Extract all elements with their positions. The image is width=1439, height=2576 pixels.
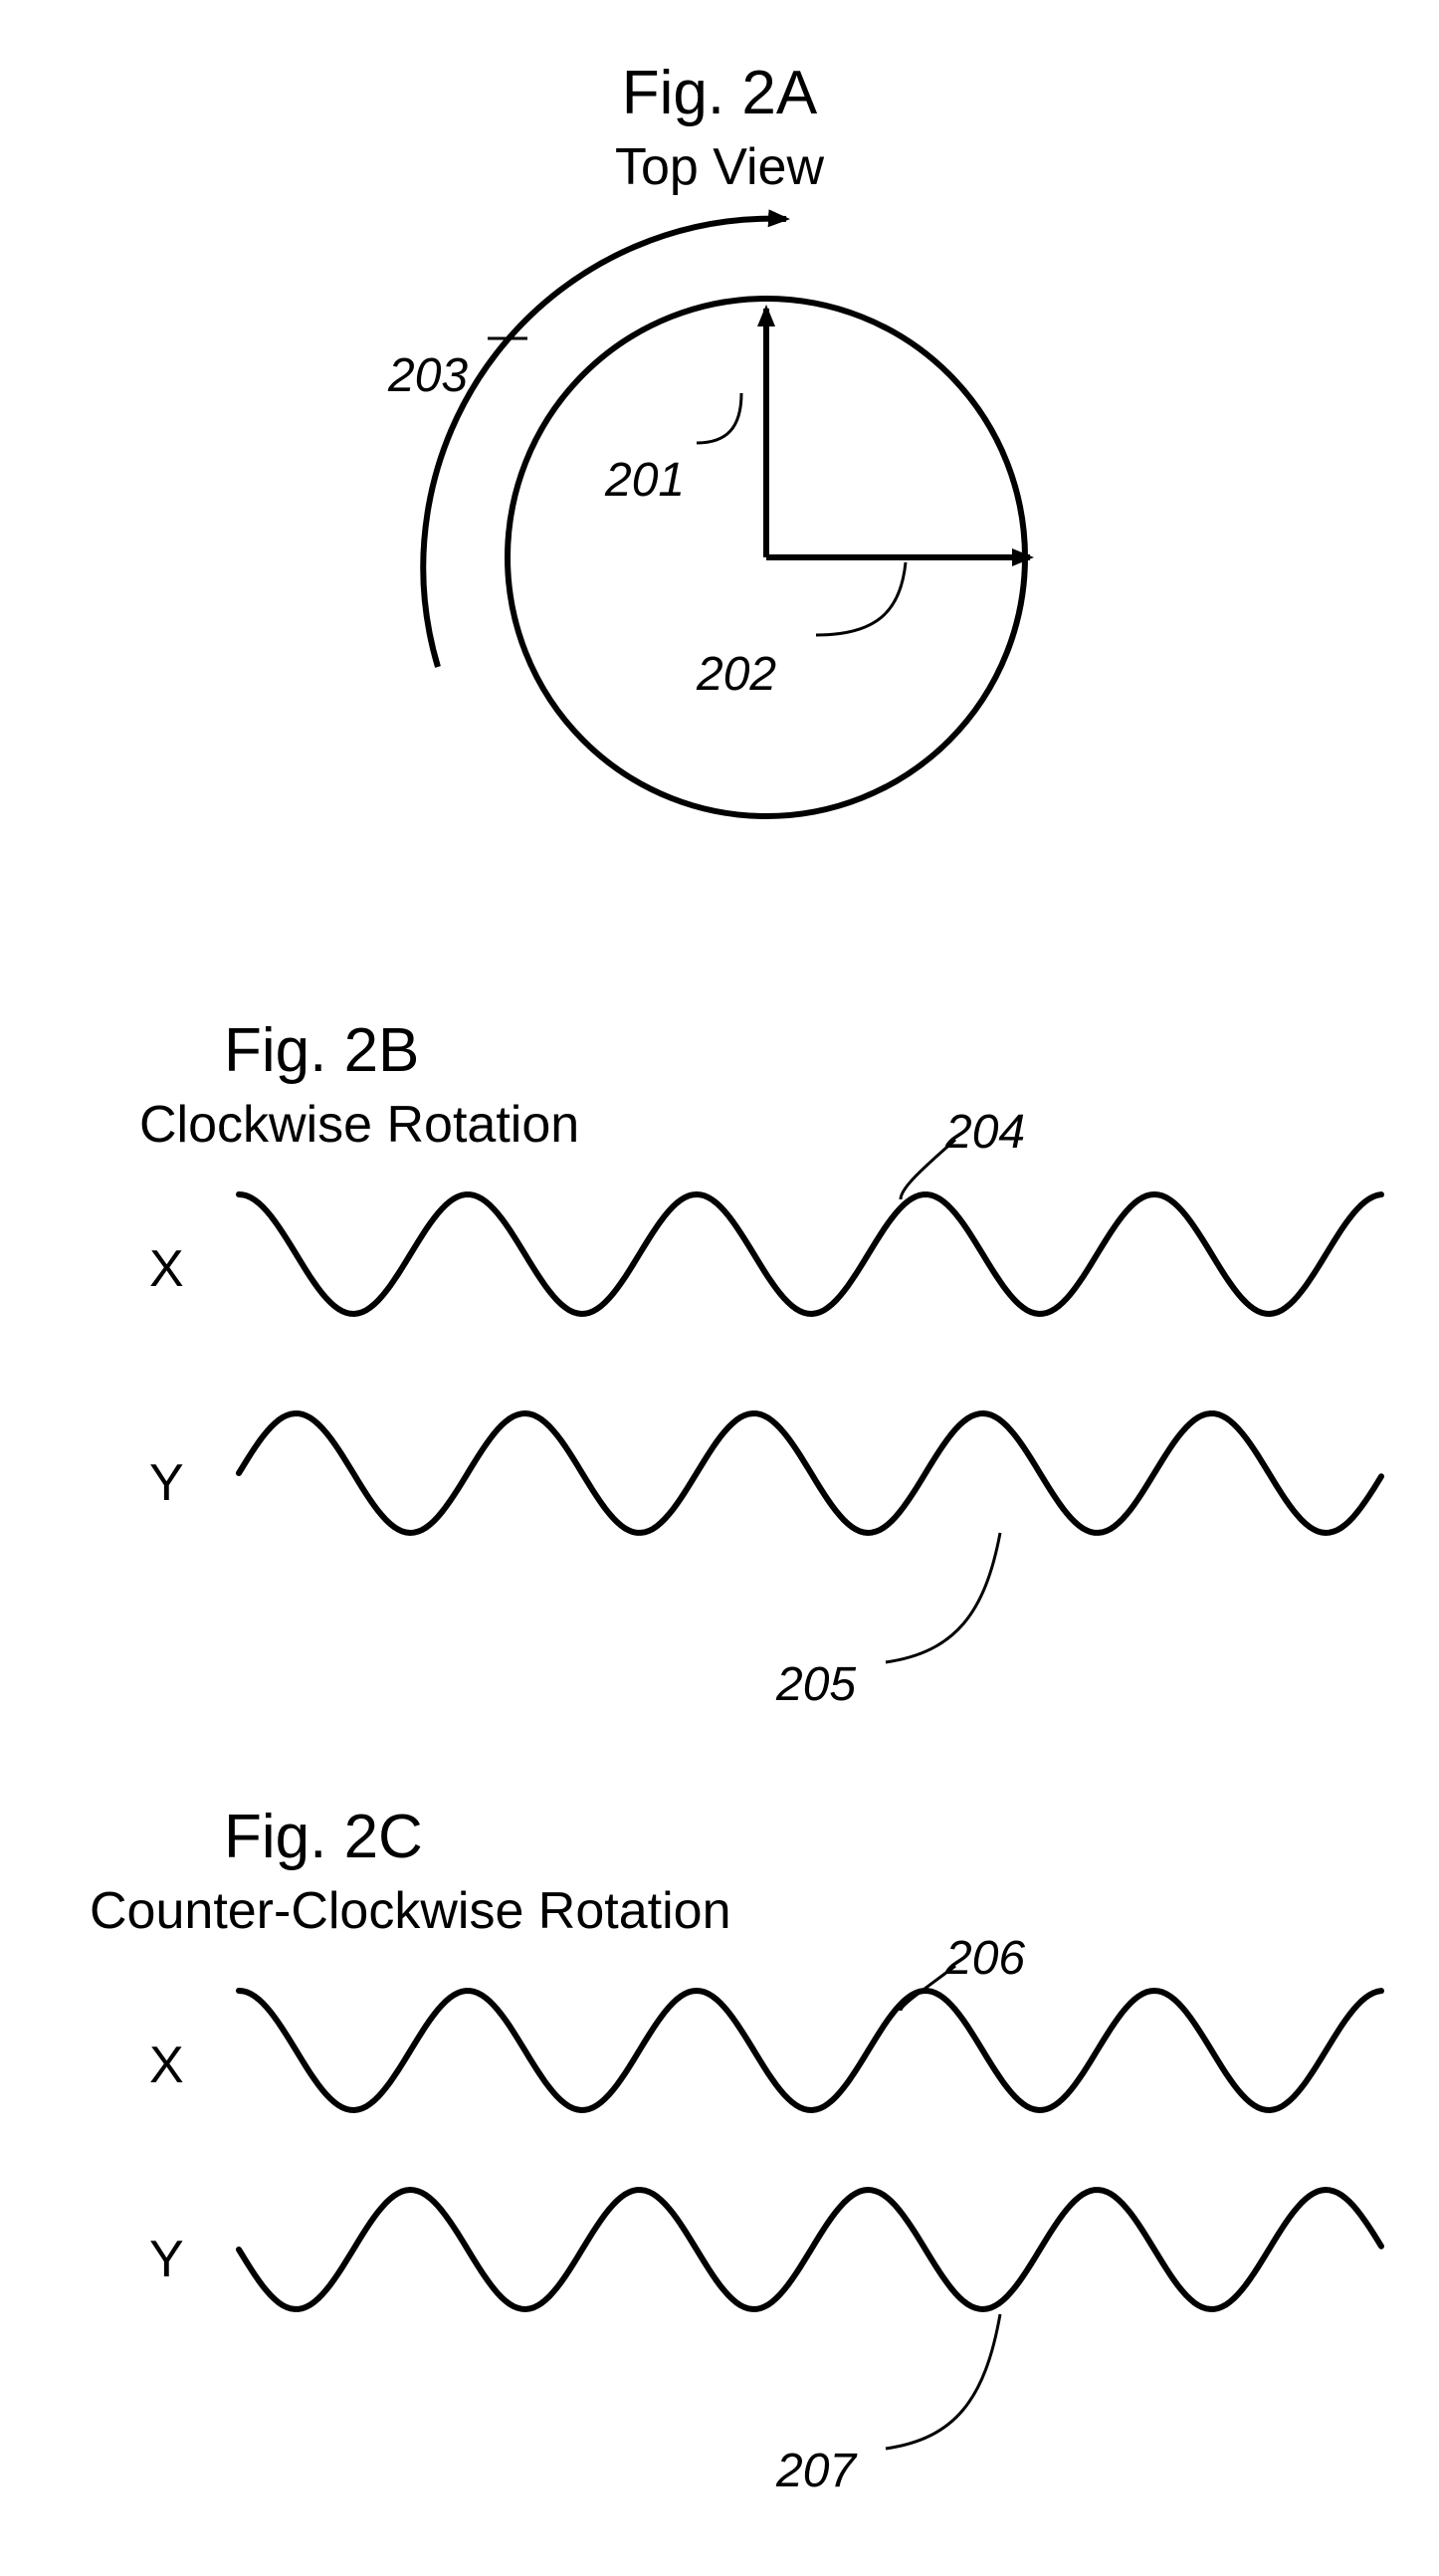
ref-203: 203 [388, 348, 468, 403]
fig-2c-subtitle: Counter-Clockwise Rotation [90, 1881, 731, 1941]
fig-2b-subtitle: Clockwise Rotation [139, 1095, 579, 1155]
ref-201: 201 [605, 453, 685, 508]
fig-2c-x-label: X [149, 2036, 184, 2095]
ref-207: 207 [776, 2444, 856, 2498]
fig-2b-x-label: X [149, 1239, 184, 1299]
ref-202: 202 [697, 647, 776, 702]
ref-205: 205 [776, 1657, 856, 1712]
leader-205 [886, 1533, 1000, 1662]
wave-2b-x [239, 1194, 1381, 1314]
fig-2b-title: Fig. 2B [224, 1015, 419, 1086]
fig-2a-title: Fig. 2A [0, 58, 1439, 128]
wave-2c-y [239, 2190, 1381, 2309]
fig-2c-y-label: Y [149, 2230, 184, 2289]
ref-206: 206 [945, 1931, 1025, 1986]
rotation-arrow [423, 219, 786, 667]
leader-207 [886, 2314, 1000, 2449]
leader-201 [697, 393, 741, 443]
fig-2c-title: Fig. 2C [224, 1802, 423, 1872]
fig-2b-y-label: Y [149, 1453, 184, 1513]
fig-2a-subtitle: Top View [0, 137, 1439, 197]
ref-204: 204 [945, 1105, 1025, 1160]
diagram-svg [0, 0, 1439, 2576]
leader-202 [816, 562, 906, 635]
wave-2c-x [239, 1991, 1381, 2110]
wave-2b-y [239, 1413, 1381, 1533]
